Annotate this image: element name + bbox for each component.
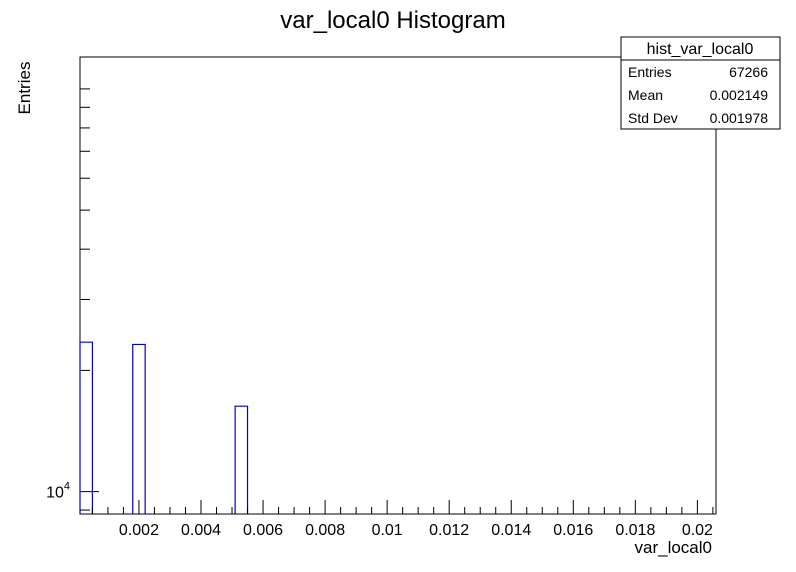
plot-frame — [79, 56, 717, 515]
stats-entries-value: 67266 — [729, 64, 768, 80]
x-tick-label: 0.006 — [243, 522, 283, 539]
stats-box-frame — [620, 36, 781, 130]
x-tick-label: 0.016 — [553, 522, 593, 539]
x-tick-label: 0.004 — [181, 522, 221, 539]
x-tick-label: 0.012 — [429, 522, 469, 539]
histogram-bar-1 — [132, 343, 146, 514]
histogram-bar-0 — [79, 341, 94, 514]
histogram-bar-2 — [234, 405, 249, 514]
stats-stddev-label: Std Dev — [628, 110, 678, 126]
y-axis: 104 — [46, 88, 99, 511]
x-tick-label: 0.01 — [372, 522, 403, 539]
x-axis-label: var_local0 — [635, 538, 713, 557]
x-tick-label: 0.014 — [491, 522, 531, 539]
stats-box: hist_var_local0 Entries 67266 Mean 0.002… — [620, 36, 781, 130]
stats-mean-value: 0.002149 — [710, 87, 769, 103]
stats-entries-label: Entries — [628, 64, 672, 80]
y-tick-label: 104 — [46, 481, 70, 502]
y-tick-label-exponent: 4 — [64, 481, 70, 493]
x-tick-label: 0.02 — [682, 522, 713, 539]
x-tick-label: 0.002 — [119, 522, 159, 539]
y-axis-label: Entries — [15, 62, 34, 115]
stats-title: hist_var_local0 — [647, 41, 754, 58]
chart-title: var_local0 Histogram — [280, 7, 505, 34]
y-tick-label-base: 10 — [46, 485, 64, 502]
stats-mean-label: Mean — [628, 87, 663, 103]
x-tick-label: 0.018 — [615, 522, 655, 539]
x-tick-label: 0.008 — [305, 522, 345, 539]
histogram-bars — [79, 341, 249, 514]
x-axis: 0.002 0.004 0.006 0.008 0.01 0.012 0.014 0.016 0… — [91, 500, 714, 539]
stats-stddev-value: 0.001978 — [710, 110, 769, 126]
